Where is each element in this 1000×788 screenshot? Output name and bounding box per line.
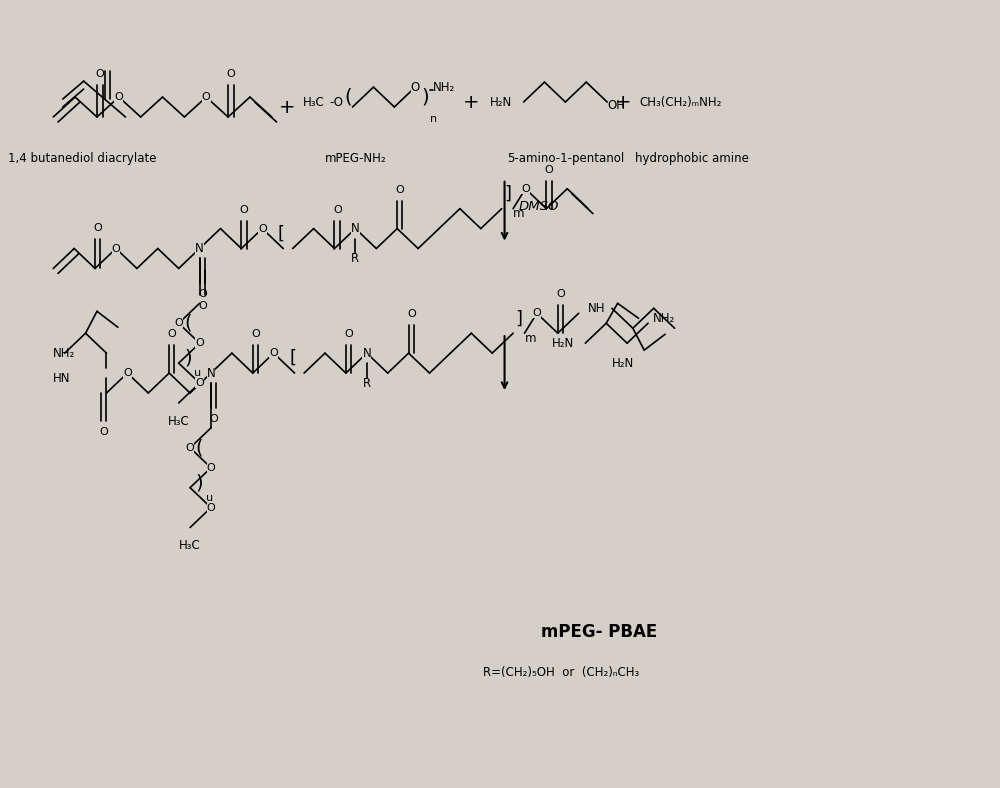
Text: [: [ [289,349,296,367]
Text: O: O [411,80,420,94]
Text: H₂N: H₂N [552,336,574,350]
Text: O: O [251,329,260,339]
Text: H₂N: H₂N [612,357,634,370]
Text: O: O [209,414,218,424]
Text: HN: HN [53,372,71,385]
Text: O: O [556,289,565,299]
Text: O: O [333,205,342,214]
Text: ]: ] [515,309,522,327]
Text: H₃C: H₃C [303,95,325,109]
Text: O: O [227,69,235,79]
Text: O: O [269,348,278,358]
Text: DMSO: DMSO [519,199,559,213]
Text: O: O [407,309,416,319]
Text: ): ) [196,473,203,492]
Text: ): ) [184,348,192,368]
Text: O: O [168,329,176,339]
Text: +: + [279,98,296,117]
Text: O: O [195,378,204,388]
Text: N: N [351,222,360,235]
Text: O: O [532,308,541,318]
Text: CH₃(CH₂)ₘNH₂: CH₃(CH₂)ₘNH₂ [639,95,722,109]
Text: O: O [521,184,530,194]
Text: O: O [198,301,207,311]
Text: NH: NH [588,302,606,314]
Text: O: O [114,92,123,102]
Text: NH₂: NH₂ [53,347,76,359]
Text: [: [ [278,225,285,243]
Text: m: m [524,332,536,344]
Text: O: O [99,427,108,437]
Text: hydrophobic amine: hydrophobic amine [635,152,749,165]
Text: R=(CH₂)₅OH  or  (CH₂)ₙCH₃: R=(CH₂)₅OH or (CH₂)ₙCH₃ [483,666,640,678]
Text: mPEG- PBAE: mPEG- PBAE [541,623,658,641]
Text: n: n [430,114,438,124]
Text: O: O [94,222,102,232]
Text: O: O [198,289,207,299]
Text: u: u [206,492,213,503]
Text: O: O [207,463,215,473]
Text: O: O [186,443,194,453]
Text: O: O [195,338,204,348]
Text: u: u [194,368,201,378]
Text: R: R [363,377,371,389]
Text: N: N [207,366,215,380]
Text: O: O [396,184,404,195]
Text: O: O [258,224,267,233]
Text: NH₂: NH₂ [653,312,675,325]
Text: mPEG-NH₂: mPEG-NH₂ [325,152,386,165]
Text: 1,4 butanediol diacrylate: 1,4 butanediol diacrylate [8,152,156,165]
Text: m: m [513,207,525,220]
Text: O: O [202,92,211,102]
Text: O: O [123,368,132,378]
Text: +: + [615,92,632,112]
Text: (: ( [196,438,203,457]
Text: (: ( [184,314,192,333]
Text: -O: -O [330,95,344,109]
Text: H₃C: H₃C [168,415,190,428]
Text: O: O [207,503,215,513]
Text: O: O [174,318,183,329]
Text: O: O [240,205,249,214]
Text: OH: OH [607,98,625,112]
Text: ): ) [421,87,429,106]
Text: O: O [95,69,104,79]
Text: N: N [362,347,371,359]
Text: +: + [463,92,480,112]
Text: H₂N: H₂N [490,95,513,109]
Text: O: O [344,329,353,339]
Text: H₃C: H₃C [179,540,201,552]
Text: NH₂: NH₂ [433,80,456,94]
Text: R: R [351,252,359,265]
Text: O: O [545,165,554,175]
Text: 5-amino-1-pentanol: 5-amino-1-pentanol [507,152,624,165]
Text: N: N [195,242,204,255]
Text: O: O [112,243,120,254]
Text: (: ( [344,87,352,106]
Text: ]: ] [504,184,511,203]
